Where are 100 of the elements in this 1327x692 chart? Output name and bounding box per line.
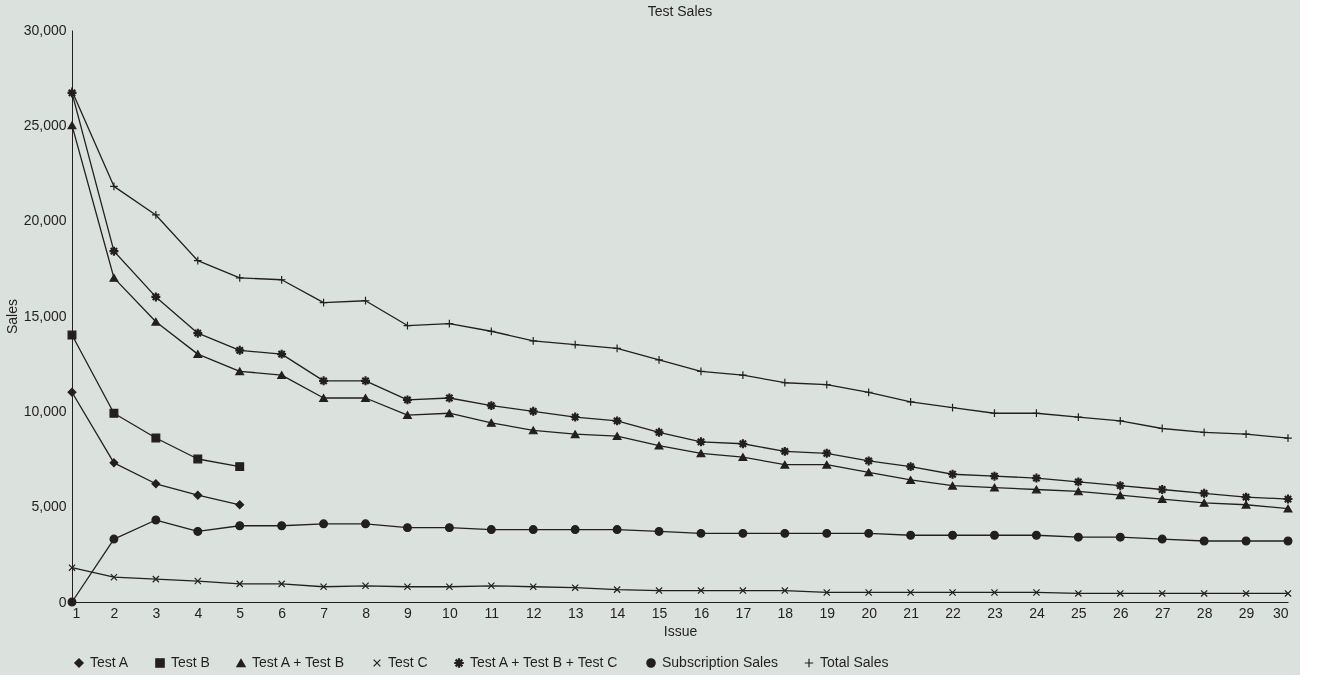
point — [193, 350, 203, 359]
point — [780, 460, 790, 469]
x-tick-label: 24 — [1029, 604, 1045, 621]
x-tick-label: 1 — [72, 604, 81, 621]
x-tick-label: 9 — [404, 604, 413, 621]
point — [1115, 532, 1125, 542]
point — [1284, 589, 1292, 598]
x-tick-label: 29 — [1238, 604, 1255, 621]
point — [68, 563, 76, 572]
x-tick-label: 4 — [194, 604, 203, 621]
point — [570, 430, 580, 439]
point — [277, 580, 286, 588]
point — [906, 476, 916, 484]
point — [235, 367, 245, 376]
point — [402, 411, 412, 420]
point — [193, 526, 203, 536]
point — [236, 580, 244, 588]
point — [235, 273, 245, 283]
point — [948, 481, 958, 490]
point — [1157, 534, 1167, 544]
x-tick-label: 30 — [1272, 604, 1289, 621]
point — [696, 366, 706, 376]
point — [1032, 588, 1041, 597]
x-tick-label: 18 — [777, 604, 794, 621]
y-tick-label: 30,000 — [23, 21, 67, 38]
point — [528, 525, 538, 535]
y-tick-label: 20,000 — [23, 212, 67, 229]
point — [990, 530, 999, 540]
y-tick-label: 0 — [58, 593, 67, 610]
point — [277, 521, 287, 531]
x-tick-label: 6 — [278, 604, 287, 621]
point — [445, 583, 454, 591]
point — [1199, 427, 1209, 437]
point — [151, 317, 161, 326]
x-tick-label: 5 — [236, 604, 245, 621]
x-tick-label: 7 — [320, 604, 329, 621]
point — [654, 355, 664, 365]
point — [1241, 429, 1251, 439]
point — [194, 577, 202, 585]
point — [235, 521, 245, 531]
y-tick-label: 25,000 — [23, 116, 67, 133]
point — [781, 586, 789, 595]
point — [319, 394, 329, 402]
point — [528, 426, 538, 435]
legend-label: Test A + Test B — [252, 654, 344, 670]
point — [738, 453, 748, 462]
x-tick-label: 15 — [651, 604, 668, 621]
point — [948, 530, 958, 540]
x-tick-label: 28 — [1196, 604, 1213, 621]
point — [110, 573, 118, 581]
point — [235, 500, 245, 510]
point — [151, 515, 161, 525]
point — [738, 370, 748, 380]
point — [487, 582, 496, 590]
point — [361, 582, 370, 590]
point — [1241, 500, 1251, 509]
x-tick-label: 13 — [567, 604, 584, 621]
point — [109, 408, 119, 418]
point — [1199, 536, 1209, 546]
point — [361, 519, 370, 529]
x-tick-label: 2 — [110, 604, 119, 621]
legend-label: Total Sales — [820, 654, 889, 670]
point — [738, 528, 748, 538]
point — [109, 534, 119, 544]
x-tick-label: 25 — [1071, 604, 1087, 621]
point — [1115, 491, 1125, 500]
point — [151, 210, 161, 220]
x-tick-label: 16 — [693, 604, 710, 621]
point — [1115, 416, 1125, 426]
x-tick-label: 22 — [945, 604, 962, 621]
point — [906, 588, 915, 597]
point — [444, 409, 454, 418]
x-tick-label: 10 — [442, 604, 458, 621]
x-tick-label: 19 — [819, 604, 836, 621]
x-axis-title: Issue — [663, 622, 698, 639]
x-tick-label: 20 — [861, 604, 878, 621]
point — [570, 525, 580, 535]
point — [1073, 532, 1083, 542]
point — [109, 458, 119, 468]
x-tick-label: 14 — [609, 604, 626, 621]
point — [822, 528, 832, 538]
x-tick-label: 12 — [525, 604, 542, 621]
legend-label: Test B — [171, 654, 210, 670]
point — [612, 432, 622, 441]
point — [444, 523, 454, 533]
point — [277, 371, 287, 380]
legend-label: Test A — [90, 654, 129, 670]
point — [1158, 589, 1166, 598]
point — [1031, 485, 1041, 494]
point — [67, 330, 77, 340]
point — [864, 588, 873, 597]
x-tick-label: 23 — [987, 604, 1003, 621]
point — [780, 528, 790, 538]
point — [193, 454, 203, 464]
x-tick-label: 26 — [1112, 604, 1129, 621]
point — [1200, 589, 1208, 598]
x-tick-label: 27 — [1154, 604, 1171, 621]
point — [612, 343, 622, 353]
point — [1283, 433, 1293, 443]
point — [319, 583, 328, 591]
